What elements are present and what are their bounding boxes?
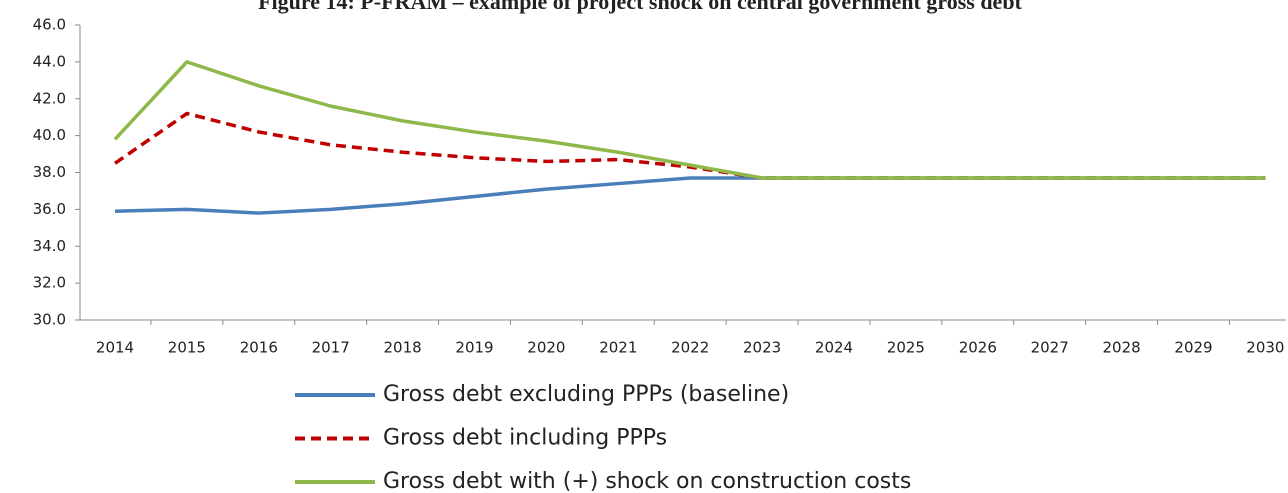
y-tick-label: 46.0 — [33, 16, 66, 34]
x-tick-label: 2019 — [455, 339, 493, 357]
series-line — [114, 176, 1266, 215]
x-tick-label: 2015 — [168, 339, 206, 357]
x-tick-label: 2029 — [1174, 339, 1212, 357]
legend-label: Gross debt with (+) shock on constructio… — [383, 469, 911, 493]
y-tick-label: 40.0 — [33, 126, 66, 144]
x-tick-label: 2026 — [959, 339, 997, 357]
series-line — [113, 60, 1266, 180]
x-tick-label: 2018 — [384, 339, 422, 357]
y-tick-label: 44.0 — [33, 52, 66, 70]
y-tick-label: 34.0 — [33, 237, 66, 255]
y-tick-label: 30.0 — [33, 311, 66, 329]
y-tick-label: 32.0 — [33, 274, 66, 292]
x-tick-label: 2024 — [815, 339, 853, 357]
x-tick-label: 2016 — [240, 339, 278, 357]
legend-label: Gross debt including PPPs — [383, 426, 667, 451]
legend-label: Gross debt excluding PPPs (baseline) — [383, 382, 789, 407]
x-tick-label: 2028 — [1103, 339, 1141, 357]
chart-title: Figure 14: P-FRAM – example of project s… — [258, 0, 1022, 14]
x-tick-label: 2021 — [599, 339, 637, 357]
x-tick-label: 2025 — [887, 339, 925, 357]
x-tick-label: 2022 — [671, 339, 709, 357]
x-tick-label: 2023 — [743, 339, 781, 357]
x-tick-label: 2020 — [527, 339, 565, 357]
x-tick-label: 2014 — [96, 339, 134, 357]
x-tick-label: 2017 — [312, 339, 350, 357]
y-tick-label: 38.0 — [33, 163, 66, 181]
x-tick-label: 2030 — [1246, 339, 1284, 357]
y-tick-label: 42.0 — [33, 89, 66, 107]
series-line — [114, 111, 1266, 180]
y-tick-label: 36.0 — [33, 200, 66, 218]
x-tick-label: 2027 — [1031, 339, 1069, 357]
